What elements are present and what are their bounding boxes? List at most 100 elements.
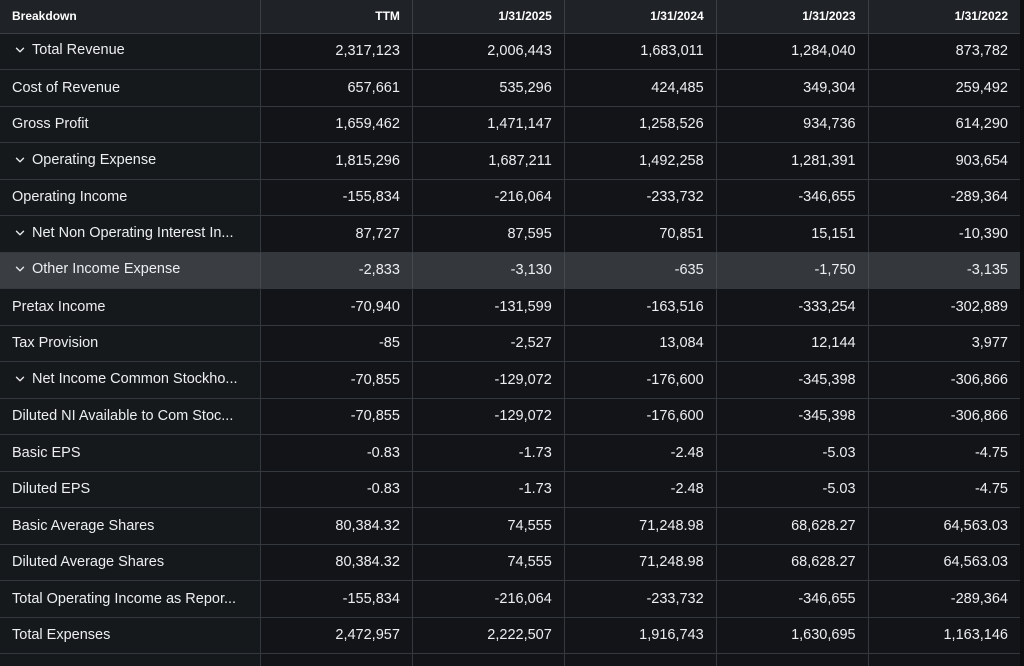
value-cell: -2,527 (412, 325, 565, 362)
value-cell: 1,163,146 (868, 617, 1020, 654)
value-cell: 1,687,211 (412, 142, 565, 180)
value-cell: -2.48 (564, 471, 717, 508)
value-cell: 15,151 (716, 215, 869, 253)
row-label: Tax Provision (12, 335, 98, 351)
value-cell: 259,492 (868, 69, 1020, 107)
column-header-breakdown: Breakdown (0, 0, 262, 34)
table-row[interactable]: Net Income Common Stockho... -70,855 -129,… (0, 361, 1020, 399)
value-cell: -176,600 (564, 361, 717, 399)
value-cell: 1,258,526 (564, 106, 717, 143)
row-label-text: Gross Profit (12, 116, 89, 133)
table-row: Tax Provision -85 -2,527 13,084 12,144 3,977 (0, 325, 1020, 362)
value-cell: -345,398 (716, 398, 869, 435)
row-label-text: Diluted NI Available to Com Stoc... (12, 408, 234, 425)
value-cell: -131,599 (412, 288, 565, 326)
column-header-2025: 1/31/2025 (412, 0, 565, 34)
value-cell: -4.75 (868, 434, 1020, 472)
value-cell: -233,732 (564, 580, 717, 618)
value-cell: 1,471,147 (412, 106, 565, 143)
row-label-cell[interactable]: Net Income Common Stockho... (0, 361, 262, 399)
value-cell: 68,628.27 (716, 507, 869, 545)
row-label-text: Diluted Average Shares (12, 554, 165, 571)
row-label-cell: Diluted NI Available to Com Stoc... (0, 398, 262, 435)
row-label-cell[interactable]: Other Income Expense (0, 252, 262, 289)
table-row: Diluted Average Shares 80,384.32 74,555 71,… (0, 544, 1020, 581)
table-row[interactable]: Total Revenue 2,317,123 2,006,443 1,683,011… (0, 33, 1020, 70)
row-label: Net Non Operating Interest In... (12, 225, 234, 241)
value-cell: -216,064 (412, 179, 565, 216)
table-row: Operating Income -155,834 -216,064 -233,732… (0, 179, 1020, 216)
row-label-text: Cost of Revenue (12, 79, 121, 96)
value-cell: 87,595 (412, 215, 565, 253)
row-label-cell[interactable]: Total Revenue (0, 33, 262, 70)
value-cell: -233,732 (564, 179, 717, 216)
chevron-down-icon[interactable] (14, 227, 26, 239)
table-body: Total Revenue 2,317,123 2,006,443 1,683,011… (0, 33, 1020, 666)
row-label: Diluted NI Available to Com Stoc... (12, 408, 233, 424)
row-label-text: Other Income Expense (32, 261, 181, 278)
chevron-down-icon[interactable] (14, 263, 26, 275)
value-cell: -0.83 (260, 434, 413, 472)
value-cell: -70,855 (260, 398, 413, 435)
value-cell (868, 653, 1020, 666)
value-cell: 87,727 (260, 215, 413, 253)
value-cell: 424,485 (564, 69, 717, 107)
row-label-cell: Pretax Income (0, 288, 262, 326)
row-label: Other Income Expense (12, 261, 180, 277)
table-row[interactable]: Other Income Expense -2,833 -3,130 -635 -1,7… (0, 252, 1020, 289)
value-cell: -176,600 (564, 398, 717, 435)
row-label: Total Expenses (12, 627, 110, 643)
chevron-down-icon[interactable] (14, 154, 26, 166)
value-cell: 80,384.32 (260, 544, 413, 581)
row-label: Operating Expense (12, 152, 156, 168)
row-label-text: Total Expenses (12, 627, 111, 644)
row-label-text: Total Operating Income as Repor... (12, 590, 237, 607)
row-label-cell: Diluted EPS (0, 471, 262, 508)
row-label: Operating Income (12, 189, 127, 205)
value-cell (412, 653, 565, 666)
value-cell: -129,072 (412, 361, 565, 399)
row-label-cell[interactable]: Net Non Operating Interest In... (0, 215, 262, 253)
table-row: Total Expenses 2,472,957 2,222,507 1,916,74… (0, 617, 1020, 654)
value-cell: -85 (260, 325, 413, 362)
value-cell: -302,889 (868, 288, 1020, 326)
value-cell: 1,815,296 (260, 142, 413, 180)
row-label-text: Basic Average Shares (12, 517, 155, 534)
row-label: Cost of Revenue (12, 80, 120, 96)
chevron-down-icon[interactable] (14, 44, 26, 56)
row-label-cell: Gross Profit (0, 106, 262, 143)
row-label-text: Basic EPS (12, 444, 81, 461)
row-label-cell: Basic Average Shares (0, 507, 262, 545)
row-label-text: Net Income Common Stockho... (32, 370, 238, 387)
table-row[interactable]: Net Non Operating Interest In... 87,727 87… (0, 215, 1020, 253)
row-label-cell[interactable]: Operating Expense (0, 142, 262, 180)
value-cell: 80,384.32 (260, 507, 413, 545)
table-header-row: Breakdown TTM 1/31/2025 1/31/2024 1/31/2… (0, 0, 1020, 34)
value-cell: -635 (564, 252, 717, 289)
value-cell: 614,290 (868, 106, 1020, 143)
value-cell: 3,977 (868, 325, 1020, 362)
value-cell: 74,555 (412, 544, 565, 581)
value-cell: 657,661 (260, 69, 413, 107)
value-cell: 1,281,391 (716, 142, 869, 180)
row-label-cell: Basic EPS (0, 434, 262, 472)
row-label-text: Operating Expense (32, 151, 157, 168)
table-row: Basic Average Shares 80,384.32 74,555 71,24… (0, 507, 1020, 545)
value-cell: -1.73 (412, 471, 565, 508)
value-cell: 71,248.98 (564, 507, 717, 545)
chevron-down-icon[interactable] (14, 373, 26, 385)
value-cell: -289,364 (868, 580, 1020, 618)
value-cell: 70,851 (564, 215, 717, 253)
value-cell: -346,655 (716, 580, 869, 618)
table-row[interactable]: Operating Expense 1,815,296 1,687,211 1,492… (0, 142, 1020, 180)
value-cell: -1.73 (412, 434, 565, 472)
value-cell: -345,398 (716, 361, 869, 399)
value-cell (564, 653, 717, 666)
column-header-ttm: TTM (260, 0, 413, 34)
value-cell: 71,248.98 (564, 544, 717, 581)
value-cell: -70,940 (260, 288, 413, 326)
table-row: Total Operating Income as Repor... -155,8… (0, 580, 1020, 618)
row-label: Basic EPS (12, 445, 81, 461)
row-label: Net Income Common Stockho... (12, 371, 238, 387)
